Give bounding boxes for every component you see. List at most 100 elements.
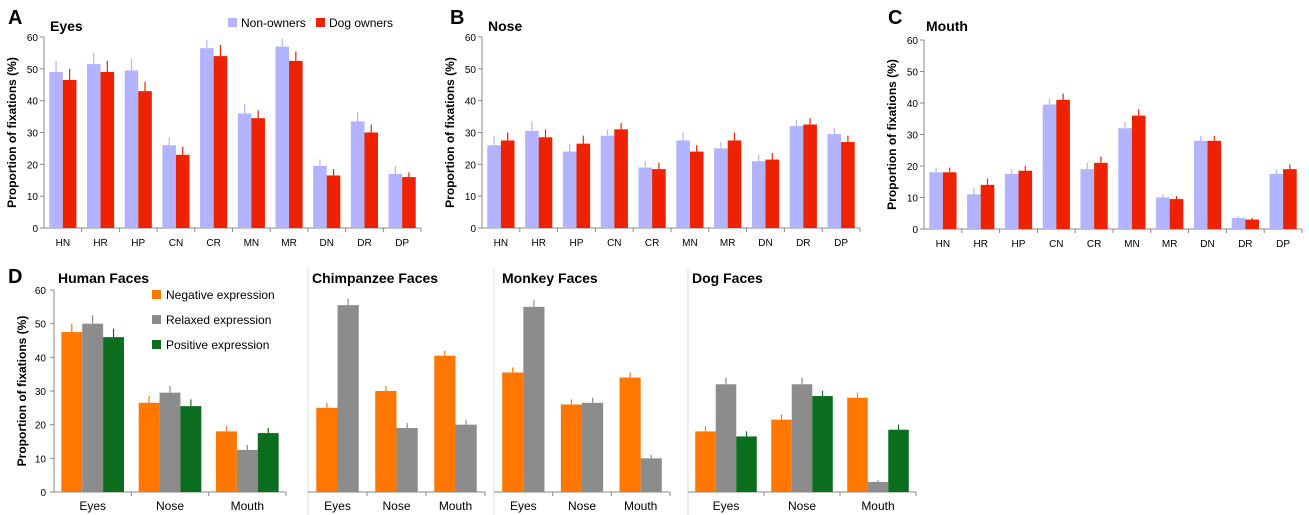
panel-c-bar [1118,128,1132,229]
panel-b-xtick-label: HP [570,238,584,249]
panel-d-sub1-bar [82,323,104,492]
panel-b-bar [676,140,690,228]
panel-c-bar [1156,197,1170,229]
panel-d-sub1-bar [138,402,160,492]
panel-b-xtick-label: HN [494,238,508,249]
panel-b-bar [751,161,766,228]
panel-d-sub1-bar [103,337,124,492]
panel-d-sub4-bar [812,396,833,492]
panel-b-bar [576,143,591,228]
panel-a-ytick-label: 40 [27,97,39,108]
legend-bottom-swatch [152,340,161,349]
panel-c-title: Mouth [926,18,968,34]
panel-d-ylabel: Proportion of fixations (%) [15,316,29,467]
panel-c-xtick-label: MR [1162,239,1178,250]
panel-a-bar [289,60,303,228]
panel-d-ytick-label: 20 [35,421,47,432]
legend-bottom-label: Positive expression [166,338,269,352]
panel-b-bar [562,151,577,228]
panel-b-ytick-label: 40 [465,97,477,108]
panel-c-letter: C [888,7,902,29]
panel-b-xtick-label: DR [796,238,810,249]
panel-d-sub2-bar [434,355,456,492]
panel-d-sub4-bar [695,431,716,492]
panel-a-xtick-label: HR [93,238,107,249]
panel-b-bar [638,167,653,228]
panel-a-bar [326,175,341,228]
panel-b-bar [487,145,501,228]
panel-a-ytick-label: 20 [27,160,39,171]
panel-a-xtick-label: CR [206,238,220,249]
panel-b-title: Nose [488,18,522,34]
panel-d-ytick-label: 10 [35,454,47,465]
panel-d-sub1-bar [180,406,202,492]
panel-b-bar [765,159,780,228]
panel-d-sub1-title: Human Faces [58,270,149,286]
panel-d-sub4-bar [888,429,909,492]
panel-c-bar [1207,140,1222,229]
panel-a-xtick-label: MR [281,238,297,249]
panel-c-bar [1131,115,1146,229]
panel-d-sub3-bar [502,372,524,492]
panel-d-sub3-bar [523,306,545,492]
panel-a-bar [175,154,190,228]
legend-top-label: Non-owners [241,16,306,30]
panel-d-ytick-label: 0 [40,488,46,499]
panel-a-ytick-label: 10 [27,192,39,203]
panel-d-ytick-label: 30 [35,387,47,398]
panel-a-bar [124,70,139,228]
panel-d-sub1-xtick-label: Eyes [79,499,106,513]
panel-c-bar [1018,170,1033,229]
panel-d-sub3-bar [560,404,582,492]
panel-c-bar [980,184,995,229]
panel-a-bar [62,79,77,228]
panel-d-ytick-label: 40 [35,353,47,364]
panel-b-bar [500,140,515,228]
panel-c-xtick-label: DN [1200,239,1214,250]
panel-a-bar [402,177,416,228]
panel-b-xtick-label: MR [720,238,736,249]
panel-c-xtick-label: CN [1049,239,1063,250]
panel-d-sub3-xtick-label: Nose [568,499,596,513]
panel-b-xtick-label: HR [531,238,545,249]
panel-b-letter: B [450,7,464,29]
panel-a-xtick-label: DN [320,238,334,249]
panel-b-bar [652,169,666,228]
panel-c-ytick-label: 60 [907,36,919,47]
panel-b-bar [789,126,804,228]
panel-a-bar [100,72,115,229]
panel-d-sub4-bar [715,384,737,492]
panel-c-xtick-label: CR [1087,239,1101,250]
panel-c-bar [1094,162,1108,229]
panel-c-bar [1193,140,1208,229]
panel-a-bar [364,132,379,228]
panel-d-sub1-bar [236,449,258,492]
panel-a-ylabel: Proportion of fixations (%) [5,57,19,208]
panel-d-ytick-label: 60 [35,286,47,297]
panel-d-sub4-bar [771,419,792,492]
panel-c-xtick-label: HR [973,239,987,250]
panel-d-sub1-bar [61,332,83,492]
panel-c-bar [1004,173,1019,229]
legend-bottom-swatch [152,315,161,324]
panel-d-sub4-xtick-label: Mouth [861,499,894,513]
panel-d-sub2-xtick-label: Nose [382,499,410,513]
panel-c-xtick-label: HP [1012,239,1026,250]
panel-a-bar [162,145,176,228]
legend-bottom-label: Relaxed expression [166,313,271,327]
panel-c-xtick-label: MN [1124,239,1140,250]
panel-b-ytick-label: 10 [465,192,477,203]
text-layer: 0 10 20 30 40 50 60 HN HR HP CN CR MN MR DN DR DP Proport… [5,7,1290,513]
panel-c-ytick-label: 20 [907,162,919,173]
panel-d-sub4-bar [867,481,889,492]
panel-c-bar [1231,217,1246,229]
panel-a-ytick-label: 50 [27,65,39,76]
panel-b-bar [727,140,742,228]
panel-c-ytick-label: 10 [907,194,919,205]
panel-d-sub1-xtick-label: Mouth [231,499,264,513]
panel-d-sub2-bar [396,428,418,492]
panel-d-sub1-xtick-label: Nose [156,499,184,513]
panel-d-sub1-bar [257,433,279,492]
panel-c-bar [929,172,943,229]
panel-a-bar [388,173,403,228]
